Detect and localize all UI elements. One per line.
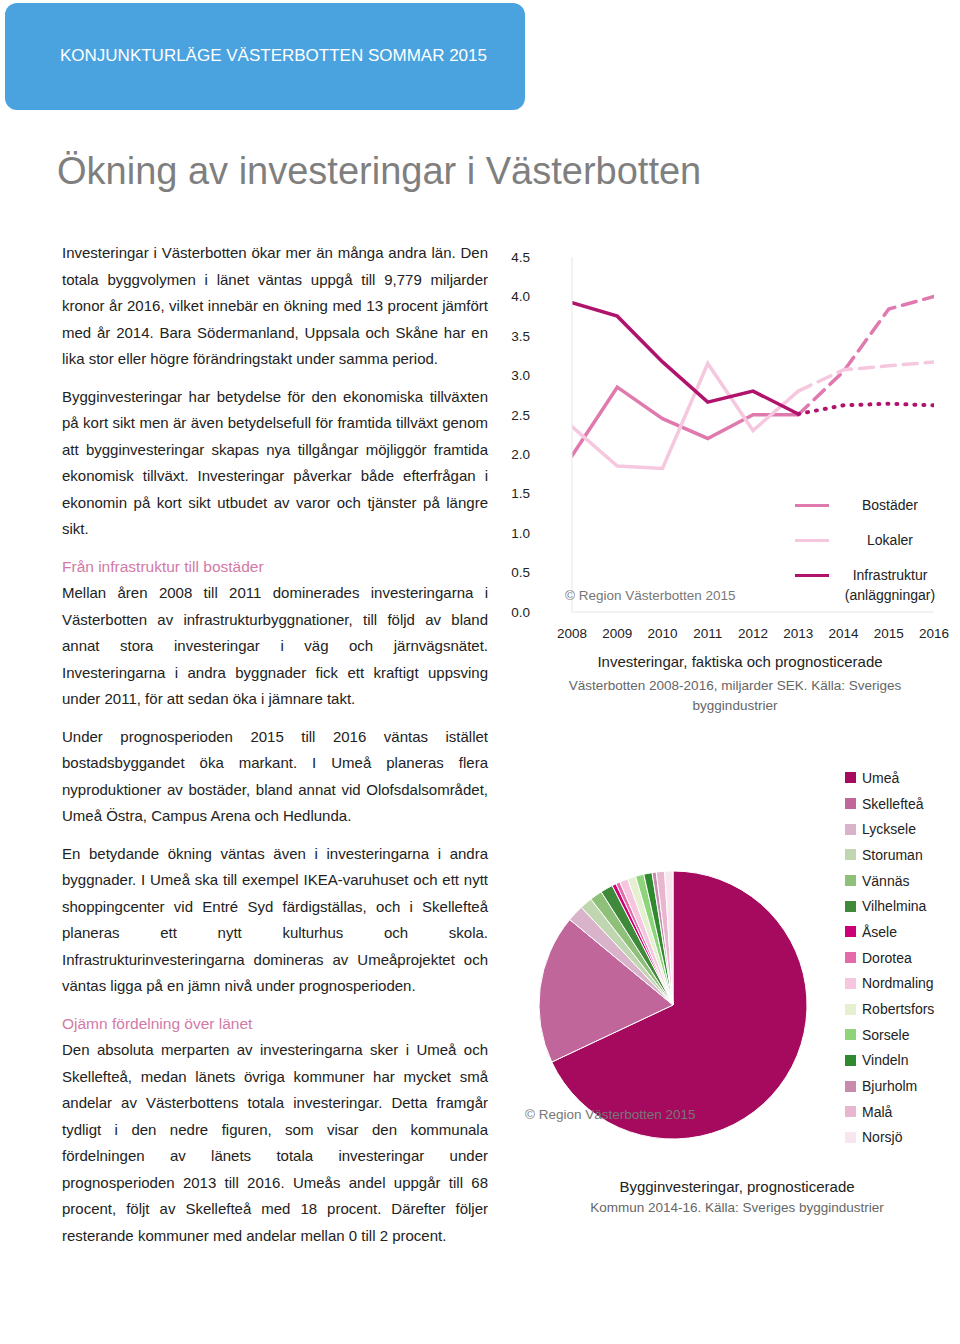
html-text:Sorsele: Sorsele (862, 1026, 910, 1043)
html-text:Mellan åren 2008 till 2011 dom: Mellan åren 2008 till 2011 dominerades i… (62, 584, 488, 707)
svg-text:1.5: 1.5 (511, 486, 530, 501)
html-text:Ojämn fördelning över länet: Ojämn fördelning över länet (62, 1014, 253, 1032)
svg-text:2014: 2014 (828, 626, 859, 641)
html-text:Bygginvesteringar, prognostice: Bygginvesteringar, prognosticerade (619, 1178, 855, 1195)
svg-text:2015: 2015 (874, 626, 904, 641)
html-text:Lokaler: Lokaler (867, 532, 913, 548)
svg-text:2013: 2013 (783, 626, 813, 641)
html-text:Den absoluta merparten av inve: Den absoluta merparten av investeringarn… (62, 1041, 488, 1244)
svg-text:0.0: 0.0 (511, 605, 530, 620)
svg-text:2.0: 2.0 (511, 447, 530, 462)
svg-text:2016: 2016 (919, 626, 949, 641)
html-text:Från infrastruktur till bostäd: Från infrastruktur till bostäder (62, 557, 264, 575)
html-text:Bostäder: Bostäder (862, 497, 918, 513)
html-text:Infrastruktur (anläggningar): Infrastruktur (anläggningar) (844, 567, 936, 603)
html-text:KONJUNKTURLÄGE VÄSTERBOTTEN SO: KONJUNKTURLÄGE VÄSTERBOTTEN SOMMAR 2015 (60, 46, 487, 65)
html-text:Norsjö: Norsjö (862, 1129, 903, 1146)
html-text:Storuman: Storuman (862, 846, 923, 863)
svg-text:2010: 2010 (647, 626, 677, 641)
svg-text:4.5: 4.5 (511, 250, 530, 265)
svg-text:2012: 2012 (738, 626, 768, 641)
html-text:Under prognosperioden 2015 til: Under prognosperioden 2015 till 2016 vän… (62, 727, 488, 824)
html-text:Robertsfors: Robertsfors (862, 1001, 935, 1017)
html-text:Vilhelmina: Vilhelmina (862, 898, 927, 915)
svg-text:2008: 2008 (557, 626, 587, 641)
svg-text:0.5: 0.5 (511, 565, 530, 580)
svg-text:3.5: 3.5 (511, 329, 530, 344)
html-text:Dorotea: Dorotea (862, 949, 912, 966)
svg-text:2.5: 2.5 (511, 408, 530, 423)
html-text:Vindeln: Vindeln (862, 1052, 909, 1069)
html-text:Kommun 2014-16. Källa: Sverige: Kommun 2014-16. Källa: Sveriges byggindu… (590, 1200, 884, 1215)
html-text:Vännäs: Vännäs (862, 872, 910, 889)
html-text:Skellefteå: Skellefteå (862, 795, 924, 812)
html-text:Bjurholm: Bjurholm (862, 1078, 918, 1095)
html-text:Åsele: Åsele (862, 924, 897, 940)
html-text:Investeringar, faktiska och pr: Investeringar, faktiska och prognosticer… (597, 653, 883, 670)
html-text:En betydande ökning väntas äve: En betydande ökning väntas även i invest… (62, 844, 488, 994)
html-text:Lycksele: Lycksele (862, 821, 916, 838)
svg-text:2011: 2011 (693, 626, 722, 641)
html-text:© Region Västerbotten 2015: © Region Västerbotten 2015 (565, 588, 736, 603)
html-text:Bygginvesteringar har betydels: Bygginvesteringar har betydelse för den … (62, 387, 488, 537)
html-text:Investeringar i Västerbotten ö: Investeringar i Västerbotten ökar mer än… (62, 244, 488, 367)
html-text:Umeå: Umeå (862, 769, 900, 786)
html-text:Ökning av investeringar i Väst: Ökning av investeringar i Västerbotten (57, 150, 702, 192)
html-text:Malå: Malå (862, 1103, 893, 1120)
svg-text:2009: 2009 (602, 626, 632, 641)
html-text:Västerbotten 2008-2016, miljar: Västerbotten 2008-2016, miljarder SEK. K… (568, 678, 902, 713)
svg-text:3.0: 3.0 (511, 368, 530, 383)
svg-text:1.0: 1.0 (511, 526, 530, 541)
svg-text:4.0: 4.0 (511, 289, 530, 304)
html-text:© Region Västerbotten 2015: © Region Västerbotten 2015 (525, 1107, 696, 1122)
html-text:Nordmaling: Nordmaling (862, 975, 934, 992)
